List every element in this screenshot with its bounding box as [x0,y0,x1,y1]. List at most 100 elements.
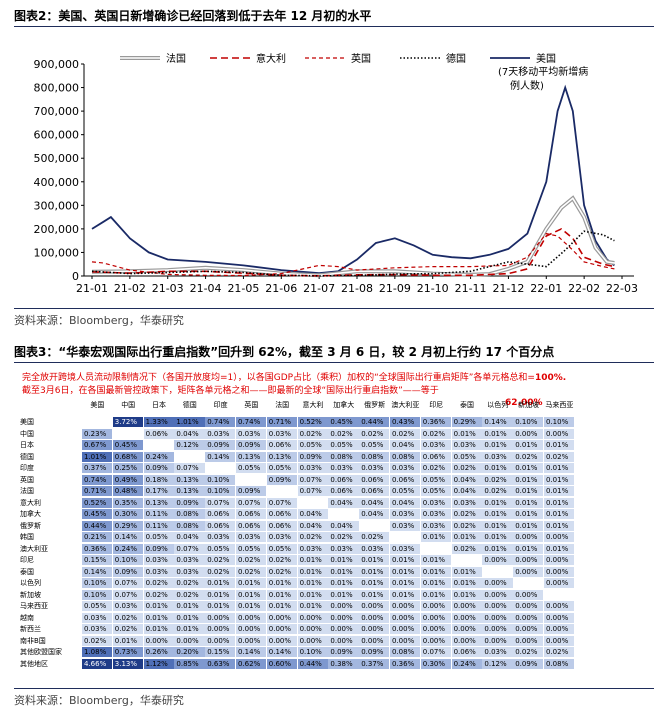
matrix-cell: 0.04% [359,509,390,520]
matrix-cell: 0.02% [112,612,144,623]
matrix-cell: 0.01% [544,486,575,497]
series-line-4 [91,230,615,277]
matrix-cell: 0.01% [544,474,575,485]
matrix-cell: 0.09% [297,451,328,462]
x-tick-label: 22-03 [606,282,638,295]
matrix-cell: 0.00% [174,635,205,646]
matrix-cell: 0.01% [513,509,544,520]
matrix-cell: 0.01% [297,589,328,600]
y-tick-label: 0 [72,270,79,283]
matrix-col-header: 法国 [275,401,290,409]
matrix-cell: 0.07% [112,589,144,600]
matrix-cell: 0.01% [513,474,544,485]
matrix-cell: 0.04% [297,509,328,520]
matrix-col-header: 加拿大 [333,401,355,409]
matrix-cell: 0.01% [266,601,298,612]
matrix-note-line2: 截至3月6日，在各国最新管控政策下，矩阵各单元格之和——即最新的全球“国际出行重… [22,386,439,396]
y-tick-label: 800,000 [34,82,80,95]
matrix-cell: 0.00% [420,612,452,623]
matrix-cell: 0.02% [297,532,328,543]
matrix-cell: 4.66% [82,658,113,669]
matrix-cell: 0.44% [297,658,328,669]
matrix-cell: 0.06% [236,509,267,520]
matrix-cell: 0.14% [482,417,513,428]
matrix-cell: 0.03% [297,543,328,554]
matrix-cell: 0.00% [513,555,544,566]
matrix-cell: 0.01% [420,578,452,589]
matrix-cell: 0.03% [390,543,421,554]
matrix-col-header: 中国 [121,401,136,409]
matrix-cell: 0.00% [544,428,575,439]
matrix-cell: 0.00% [451,601,482,612]
matrix-cell: 0.00% [513,532,544,543]
matrix-cell: 0.02% [143,589,174,600]
matrix-cell: 0.06% [420,451,452,462]
matrix-cell: 0.29% [112,520,144,531]
matrix-cell: 0.11% [143,509,174,520]
matrix-cell: 0.02% [205,566,236,577]
matrix-cell: 0.21% [82,532,113,543]
figure2-title: 图表2：美国、英国日新增确诊已经回落到低于去年 12 月初的水平 [14,6,654,27]
matrix-cell: 0.03% [359,463,390,474]
matrix-cell: 0.00% [297,624,328,635]
matrix-cell: 0.07% [205,497,236,508]
matrix-cell: 0.00% [390,612,421,623]
matrix-cell: 0.04% [390,497,421,508]
matrix-cell: 0.02% [236,566,267,577]
matrix-cell: 0.01% [544,509,575,520]
matrix-cell [112,428,144,439]
matrix-cell: 0.02% [513,647,544,658]
matrix-cell [266,486,298,497]
matrix-col-header: 澳大利亚 [391,401,420,409]
matrix-cell: 0.03% [205,428,236,439]
matrix-cell: 0.09% [174,497,205,508]
matrix-col-header: 以色列 [487,401,509,409]
matrix-cell: 0.06% [266,509,298,520]
matrix-cell: 0.44% [359,417,390,428]
matrix-cell: 0.04% [328,497,359,508]
matrix-cell: 0.02% [236,555,267,566]
matrix-cell: 0.01% [513,543,544,554]
matrix-col-header: 印度 [213,401,228,409]
matrix-cell: 1.01% [82,451,113,462]
matrix-cell: 0.03% [266,428,298,439]
matrix-cell: 0.02% [205,555,236,566]
matrix-cell: 0.00% [544,532,575,543]
matrix-cell: 0.13% [174,474,205,485]
matrix-cell: 1.08% [82,647,113,658]
matrix-cell: 0.01% [266,589,298,600]
matrix-cell: 0.13% [143,497,174,508]
x-tick-label: 21-05 [227,282,259,295]
matrix-cell: 0.06% [328,474,359,485]
matrix-col-header: 马来西亚 [545,401,574,409]
matrix-cell: 0.01% [482,428,513,439]
matrix-cell: 0.06% [451,647,482,658]
x-tick-label: 21-12 [492,282,524,295]
matrix-cell: 0.02% [174,578,205,589]
matrix-cell: 0.04% [451,474,482,485]
matrix-cell: 0.02% [174,589,205,600]
matrix-cell: 0.03% [143,566,174,577]
matrix-cell: 0.02% [420,428,452,439]
matrix-row-header: 泰国 [20,567,34,576]
matrix-cell: 0.00% [297,635,328,646]
matrix-note-line1: 完全放开跨境人员流动限制情况下（各国开放度均=1），以各国GDP占比（乘积）加权… [22,373,567,383]
matrix-row-header: 越南 [20,613,34,622]
matrix-cell: 0.02% [482,474,513,485]
matrix-cell: 0.01% [513,486,544,497]
matrix-cell: 0.01% [451,578,482,589]
matrix-cell: 0.03% [236,428,267,439]
matrix-cell: 0.01% [174,612,205,623]
matrix-cell: 0.00% [544,555,575,566]
matrix-cell: 0.03% [451,440,482,451]
matrix-cell: 0.13% [174,486,205,497]
matrix-cell: 0.01% [205,601,236,612]
matrix-cell: 0.09% [359,647,390,658]
matrix-cell: 0.01% [513,440,544,451]
matrix-cell: 0.60% [266,658,298,669]
matrix-cell: 0.00% [236,635,267,646]
matrix-cell: 0.05% [328,440,359,451]
matrix-cell: 0.06% [328,486,359,497]
matrix-cell: 0.00% [359,601,390,612]
matrix-cell: 0.74% [82,474,113,485]
